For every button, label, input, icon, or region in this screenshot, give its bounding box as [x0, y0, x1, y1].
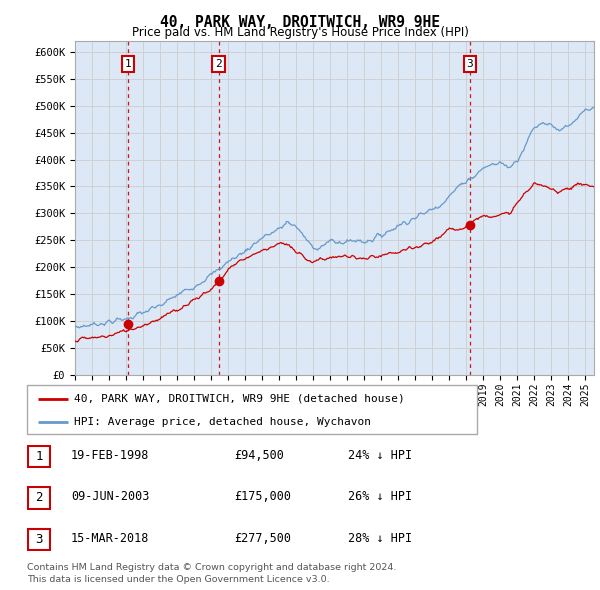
- Text: 15-MAR-2018: 15-MAR-2018: [71, 532, 149, 545]
- Text: 1: 1: [125, 59, 131, 69]
- Text: £94,500: £94,500: [234, 449, 284, 462]
- Text: £175,000: £175,000: [234, 490, 291, 503]
- Text: 24% ↓ HPI: 24% ↓ HPI: [348, 449, 412, 462]
- Text: HPI: Average price, detached house, Wychavon: HPI: Average price, detached house, Wych…: [74, 417, 371, 427]
- Text: 28% ↓ HPI: 28% ↓ HPI: [348, 532, 412, 545]
- Text: 2: 2: [215, 59, 222, 69]
- Text: 1: 1: [35, 450, 43, 463]
- FancyBboxPatch shape: [28, 529, 50, 550]
- Text: 3: 3: [467, 59, 473, 69]
- Text: 2: 2: [35, 491, 43, 504]
- Text: 09-JUN-2003: 09-JUN-2003: [71, 490, 149, 503]
- Text: £277,500: £277,500: [234, 532, 291, 545]
- FancyBboxPatch shape: [28, 446, 50, 467]
- Text: Price paid vs. HM Land Registry's House Price Index (HPI): Price paid vs. HM Land Registry's House …: [131, 26, 469, 39]
- Text: Contains HM Land Registry data © Crown copyright and database right 2024.: Contains HM Land Registry data © Crown c…: [27, 563, 397, 572]
- Text: 26% ↓ HPI: 26% ↓ HPI: [348, 490, 412, 503]
- Text: 3: 3: [35, 533, 43, 546]
- FancyBboxPatch shape: [28, 487, 50, 509]
- FancyBboxPatch shape: [27, 385, 477, 434]
- Text: 19-FEB-1998: 19-FEB-1998: [71, 449, 149, 462]
- Text: This data is licensed under the Open Government Licence v3.0.: This data is licensed under the Open Gov…: [27, 575, 329, 584]
- Text: 40, PARK WAY, DROITWICH, WR9 9HE: 40, PARK WAY, DROITWICH, WR9 9HE: [160, 15, 440, 30]
- Text: 40, PARK WAY, DROITWICH, WR9 9HE (detached house): 40, PARK WAY, DROITWICH, WR9 9HE (detach…: [74, 394, 405, 404]
